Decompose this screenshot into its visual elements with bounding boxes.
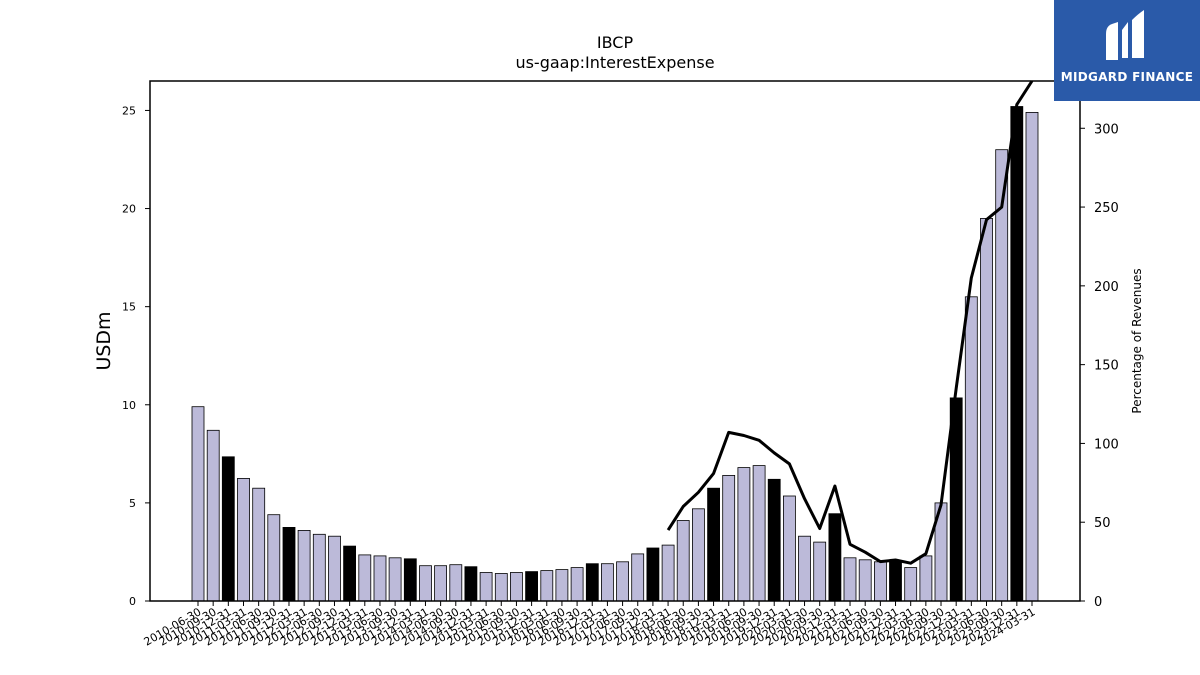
midgard-logo-icon <box>1106 10 1144 60</box>
y-right-tick-label: 250 <box>1094 201 1119 216</box>
bar <box>783 495 796 602</box>
series-line <box>666 80 1034 565</box>
y-tick-label: 10 <box>122 399 136 412</box>
bar <box>1010 106 1024 602</box>
plot-frame <box>149 80 1081 602</box>
y-right-tick-label: 100 <box>1094 437 1119 452</box>
bar <box>297 530 311 602</box>
bar <box>707 487 720 602</box>
bar <box>555 569 569 602</box>
bar <box>995 149 1009 602</box>
bar <box>874 561 887 602</box>
bar <box>601 563 614 602</box>
bar <box>737 467 751 602</box>
bar <box>464 566 478 602</box>
bar <box>692 508 705 602</box>
bar <box>206 429 220 602</box>
bar <box>722 474 736 602</box>
bar <box>403 558 417 602</box>
bar <box>767 478 781 602</box>
bar <box>312 533 326 602</box>
y-tick-label: 5 <box>129 497 136 510</box>
bar <box>434 565 448 602</box>
bar <box>889 561 902 602</box>
bar <box>449 564 463 602</box>
bar <box>1025 112 1039 602</box>
bar <box>828 513 842 602</box>
bar <box>191 406 205 602</box>
y-tick-label: 15 <box>122 301 136 314</box>
bar <box>373 555 387 602</box>
bar <box>904 567 918 602</box>
bar <box>752 465 766 602</box>
bar <box>419 565 432 602</box>
bar <box>843 557 857 602</box>
brand-name: MIDGARD FINANCE <box>1060 70 1194 84</box>
bar <box>661 544 675 602</box>
y-axis-label: USDm <box>93 311 115 370</box>
bar <box>631 553 645 602</box>
bar <box>798 535 811 602</box>
y-tick-label: 0 <box>129 595 136 608</box>
chart-title: IBCP <box>597 33 634 52</box>
y-tick-label: 20 <box>122 203 136 216</box>
bar <box>540 570 554 602</box>
bar <box>267 514 281 602</box>
bar <box>616 561 629 602</box>
bar <box>570 567 584 602</box>
brand-logo: MIDGARD FINANCE <box>1054 0 1200 101</box>
y-right-tick-label: 150 <box>1094 359 1119 374</box>
bar <box>676 520 690 602</box>
bar <box>221 456 235 602</box>
bar <box>252 487 266 602</box>
y-right-tick-label: 300 <box>1094 122 1119 137</box>
bar <box>919 555 933 602</box>
bar <box>813 541 827 602</box>
chart-subtitle: us-gaap:InterestExpense <box>515 53 714 72</box>
bar <box>328 535 341 602</box>
bar <box>358 554 372 602</box>
y-axis-label-right: Percentage of Revenues <box>1130 268 1144 413</box>
bar <box>282 527 296 602</box>
bar <box>858 559 872 602</box>
bar <box>980 217 993 602</box>
y-right-tick-label: 50 <box>1094 516 1111 531</box>
bar <box>343 545 357 602</box>
bar <box>585 563 599 602</box>
bar <box>388 557 402 602</box>
bar <box>479 572 493 602</box>
y-tick-label: 25 <box>122 104 136 117</box>
bar <box>646 547 660 602</box>
y-right-tick-label: 200 <box>1094 280 1119 295</box>
bar <box>237 477 250 602</box>
y-right-tick-label: 0 <box>1094 595 1102 610</box>
bar <box>509 572 523 602</box>
bar <box>964 296 978 602</box>
bar <box>525 571 538 602</box>
bar <box>494 573 508 602</box>
